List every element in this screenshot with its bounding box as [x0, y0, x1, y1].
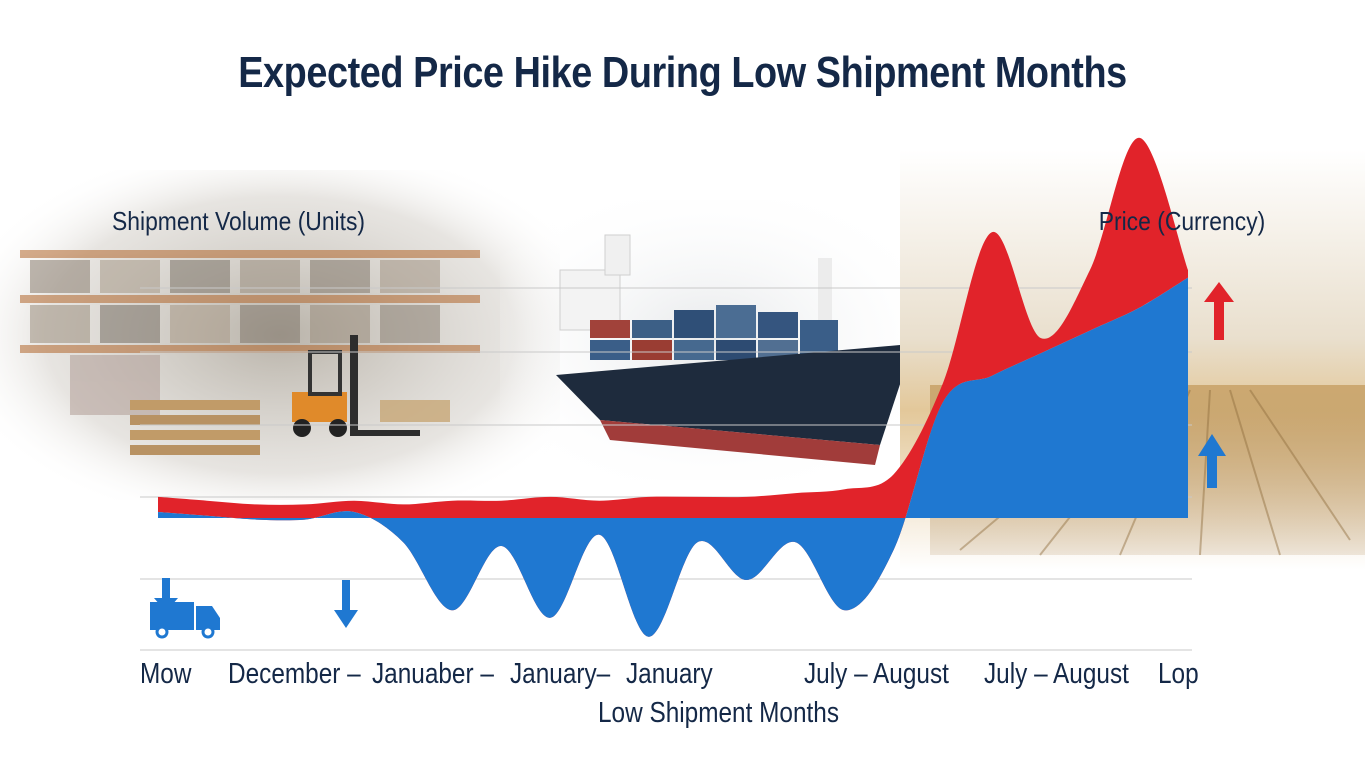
down-arrow-icon: [334, 580, 358, 628]
container-ship-scene: [500, 200, 920, 480]
x-tick-label: January–: [510, 658, 611, 690]
x-tick-label: December –: [228, 658, 361, 690]
blue-up-arrow-icon: [1198, 434, 1226, 488]
x-tick-label: January: [626, 658, 713, 690]
chart-title: Expected Price Hike During Low Shipment …: [238, 48, 1127, 97]
pallet-stack: [130, 400, 450, 455]
x-tick-label: July – August: [984, 658, 1129, 690]
x-tick-label: Januaber –: [372, 658, 494, 690]
x-tick-label: Lop: [1158, 658, 1199, 690]
red-up-arrow-icon: [1204, 282, 1234, 340]
price-area: [158, 137, 1188, 637]
x-tick-label: Mow: [140, 658, 192, 690]
containers: [590, 305, 838, 360]
shipment-area: [158, 277, 1188, 637]
x-tick-label: July – August: [804, 658, 949, 690]
y-axis-label-right: Price (Currency): [1098, 206, 1265, 236]
y-axis-label-left: Shipment Volume (Units): [112, 206, 366, 236]
warehouse-scene: [0, 170, 560, 500]
forklift: [292, 335, 420, 437]
x-axis-label: Low Shipment Months: [598, 697, 840, 729]
delivery-truck-icon: [150, 578, 220, 639]
